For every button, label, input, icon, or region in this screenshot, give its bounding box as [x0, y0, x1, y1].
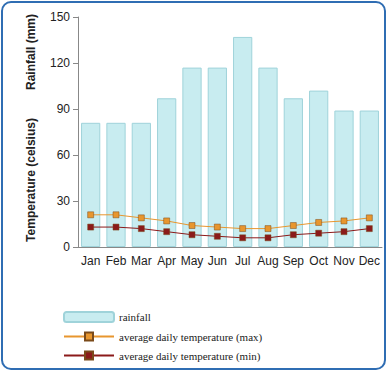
svg-text:Nov: Nov [333, 254, 354, 268]
svg-text:rainfall: rainfall [119, 311, 151, 323]
svg-text:Jul: Jul [235, 254, 250, 268]
svg-text:120: 120 [50, 56, 70, 70]
svg-text:average daily temperature (max: average daily temperature (max) [119, 331, 263, 344]
svg-text:Mar: Mar [131, 254, 152, 268]
svg-text:Sep: Sep [283, 254, 305, 268]
svg-text:Rainfall (mm): Rainfall (mm) [24, 14, 38, 90]
svg-text:Feb: Feb [106, 254, 127, 268]
svg-text:average daily temperature (min: average daily temperature (min) [119, 350, 261, 363]
svg-text:90: 90 [57, 102, 71, 116]
svg-text:Apr: Apr [157, 254, 176, 268]
svg-text:Temperature (celsius): Temperature (celsius) [24, 118, 38, 242]
svg-text:Dec: Dec [359, 254, 380, 268]
svg-text:Aug: Aug [257, 254, 278, 268]
svg-text:Oct: Oct [309, 254, 328, 268]
svg-text:May: May [181, 254, 204, 268]
svg-text:Jan: Jan [81, 254, 100, 268]
svg-text:60: 60 [57, 148, 71, 162]
svg-text:Jun: Jun [208, 254, 227, 268]
svg-text:30: 30 [57, 194, 71, 208]
svg-text:0: 0 [63, 240, 70, 254]
svg-text:150: 150 [50, 10, 70, 24]
